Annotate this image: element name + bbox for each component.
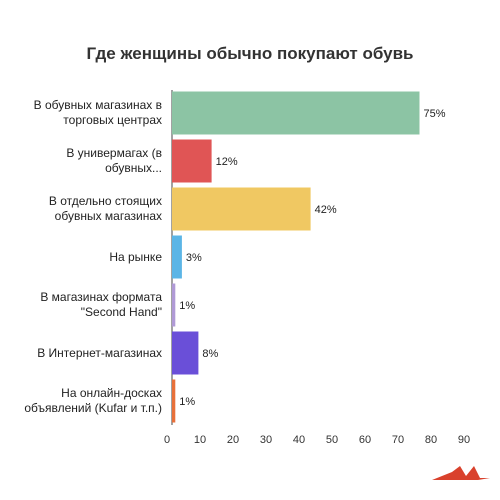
data-label-1: 12%	[216, 156, 238, 168]
bar-4	[172, 283, 176, 327]
x-tick-4: 40	[293, 434, 305, 446]
bar-3	[172, 235, 182, 279]
bar-0	[172, 91, 420, 135]
chart-title: Где женщины обычно покупают обувь	[86, 44, 414, 63]
category-label-5: В Интернет-магазинах	[37, 345, 162, 360]
category-label-3: На рынке	[109, 249, 162, 264]
x-tick-1: 10	[194, 434, 206, 446]
x-tick-8: 80	[425, 434, 437, 446]
data-label-3: 3%	[186, 252, 202, 264]
bar-6	[172, 379, 176, 423]
x-tick-9: 90	[458, 434, 470, 446]
data-label-2: 42%	[315, 204, 337, 216]
x-tick-2: 20	[227, 434, 239, 446]
x-tick-7: 70	[392, 434, 404, 446]
x-tick-5: 50	[326, 434, 338, 446]
category-label-0: В обувных магазинах в торговых центрах	[33, 98, 162, 127]
x-tick-6: 60	[359, 434, 371, 446]
data-label-4: 1%	[179, 300, 195, 312]
category-label-1: В универмагах (в обувных...	[66, 146, 162, 175]
data-label-6: 1%	[179, 396, 195, 408]
x-tick-0: 0	[164, 434, 170, 446]
data-label-5: 8%	[202, 348, 218, 360]
bar-2	[172, 187, 311, 231]
data-label-0: 75%	[424, 108, 446, 120]
x-tick-3: 30	[260, 434, 272, 446]
category-label-2: В отдельно стоящих обувных магазинах	[48, 194, 162, 223]
bar-1	[172, 139, 212, 183]
bar-5	[172, 331, 199, 375]
category-label-4: В магазинах формата "Second Hand"	[40, 290, 162, 319]
category-label-6: На онлайн-досках объявлений (Kufar и т.п…	[24, 386, 162, 415]
